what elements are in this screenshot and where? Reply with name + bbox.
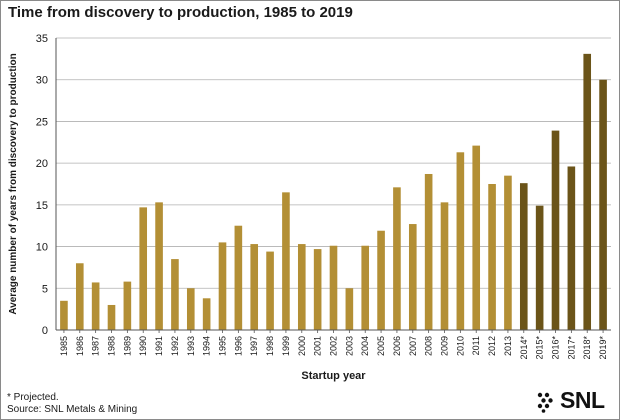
bar [361, 245, 370, 330]
bar [123, 281, 132, 330]
x-tick-label: 2017* [566, 336, 576, 360]
x-tick-label: 1998 [265, 336, 275, 356]
bar [599, 79, 607, 330]
snl-dots-icon [537, 392, 553, 413]
x-tick-label: 2014* [519, 336, 529, 360]
bar [424, 173, 433, 330]
x-tick-label: 1992 [170, 336, 180, 356]
y-tick-label: 10 [36, 242, 48, 254]
x-tick-label: 2018* [582, 336, 592, 360]
bar [488, 184, 496, 330]
bar [234, 225, 243, 330]
y-tick-label: 20 [36, 158, 48, 170]
x-tick-label: 2003 [344, 336, 354, 356]
bar [408, 224, 417, 330]
x-tick-label: 2000 [297, 336, 307, 356]
chart-title: Time from discovery to production, 1985 … [8, 4, 353, 21]
x-tick-label: 1985 [59, 336, 69, 356]
bar [519, 183, 528, 330]
x-tick-label: 1997 [249, 336, 259, 356]
x-tick-label: 1989 [122, 336, 132, 356]
x-tick-label: 2013 [503, 336, 513, 356]
x-tick-label: 2011 [471, 336, 481, 355]
y-tick-label: 5 [42, 283, 48, 295]
bar [329, 245, 338, 330]
x-tick-label: 2010 [455, 336, 465, 356]
x-tick-label: 2007 [408, 336, 418, 356]
bar [107, 304, 116, 330]
bar [282, 192, 290, 330]
x-tick-label: 1996 [233, 336, 243, 356]
snl-logo: SNL [536, 387, 616, 417]
x-tick-label: 2001 [313, 336, 323, 356]
x-tick-label: 1999 [281, 336, 291, 356]
bar [551, 130, 560, 330]
bar [75, 263, 84, 330]
y-tick-label: 30 [36, 75, 48, 87]
x-tick-label: 2004 [360, 336, 370, 356]
bar [377, 230, 385, 330]
y-tick-label: 25 [36, 116, 48, 128]
bar [535, 205, 544, 330]
bar [297, 244, 306, 330]
x-tick-label: 1991 [154, 336, 164, 356]
bar [504, 175, 512, 330]
x-tick-label: 2019* [598, 336, 608, 360]
y-tick-label: 0 [42, 325, 48, 337]
x-tick-label: 1990 [138, 336, 148, 356]
x-axis-label: Startup year [301, 370, 366, 382]
bar [155, 202, 163, 330]
bar [91, 282, 100, 330]
x-tick-label: 2008 [424, 336, 434, 356]
x-tick-label: 1994 [202, 336, 212, 356]
bar [250, 244, 259, 330]
x-tick-label: 1993 [186, 336, 196, 356]
x-tick-label: 2009 [440, 336, 450, 356]
bar [567, 166, 576, 330]
y-tick-label: 35 [36, 33, 48, 45]
bar [345, 288, 354, 330]
bar [218, 242, 227, 330]
bar [60, 300, 68, 330]
bar [313, 249, 322, 330]
snl-logo-text: SNL [560, 387, 605, 413]
x-tick-label: 2015* [535, 336, 545, 360]
bar [171, 259, 179, 330]
projected-note: * Projected. [7, 392, 59, 403]
x-tick-label: 2006 [392, 336, 402, 356]
bar [440, 202, 449, 330]
y-tick-label: 15 [36, 200, 48, 212]
x-tick-label: 2012 [487, 336, 497, 356]
y-axis-ticks: 0 5 10 15 20 25 30 35 [36, 33, 48, 337]
x-tick-label: 2002 [329, 336, 339, 356]
bar [139, 207, 148, 330]
x-tick-label: 1986 [75, 336, 85, 356]
y-axis-label: Average number of years from discovery t… [8, 53, 19, 314]
x-tick-label: 1988 [107, 336, 117, 356]
bar [202, 298, 211, 330]
bar [472, 145, 481, 330]
bar [456, 152, 465, 330]
bar [393, 187, 401, 330]
x-tick-label: 1995 [218, 336, 228, 356]
bar [186, 288, 195, 330]
x-tick-label: 2016* [551, 336, 561, 360]
source-note: Source: SNL Metals & Mining [7, 404, 138, 415]
bar [583, 53, 592, 330]
bars [60, 53, 607, 330]
x-axis-ticks: 1985 1986 1987 1988 1989 1990 1991 1992 1993 1994… [59, 330, 608, 360]
x-tick-label: 1987 [91, 336, 101, 356]
bar [266, 251, 274, 330]
x-tick-label: 2005 [376, 336, 386, 356]
